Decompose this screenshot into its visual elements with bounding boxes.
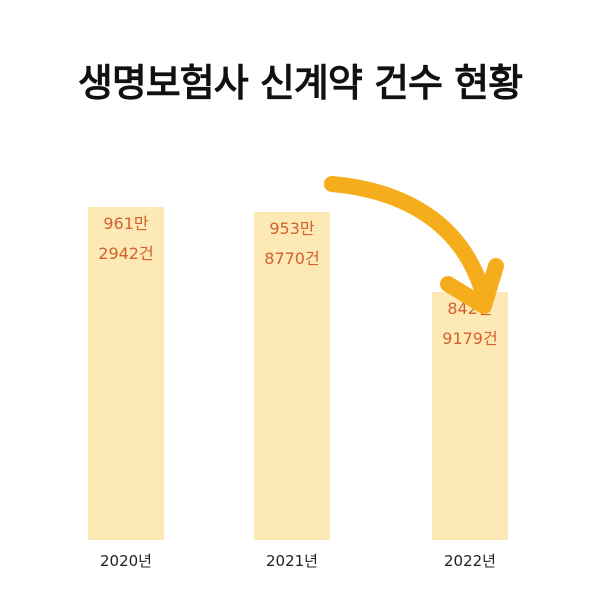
value-label: 953만 8770건 [264,219,320,269]
bar [432,292,508,540]
value-label: 961만 2942건 [98,213,154,263]
x-tick-label: 2022년 [444,552,496,570]
arrow-shaft [324,176,490,298]
bar [88,206,164,540]
chart-title: 생명보험사 신계약 건수 현황 [77,61,523,105]
x-tick-label: 2020년 [100,552,152,570]
arrow-head [440,258,504,314]
bar [254,212,330,540]
x-tick-label: 2021년 [266,552,318,570]
